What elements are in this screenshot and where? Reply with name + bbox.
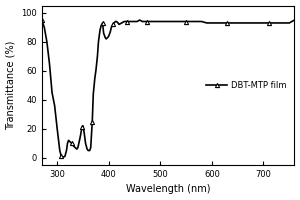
DBT-MTP film [292, 19, 296, 21]
DBT-MTP film [179, 20, 183, 23]
DBT-MTP film [101, 22, 104, 24]
Legend: DBT-MTP film: DBT-MTP film [203, 77, 290, 93]
DBT-MTP film [81, 125, 85, 127]
DBT-MTP film [128, 20, 131, 23]
Line: DBT-MTP film: DBT-MTP film [40, 18, 296, 160]
Y-axis label: Transmittance (%): Transmittance (%) [6, 41, 16, 130]
DBT-MTP film [97, 41, 100, 43]
DBT-MTP film [40, 19, 44, 21]
DBT-MTP film [61, 157, 64, 159]
X-axis label: Wavelength (nm): Wavelength (nm) [126, 184, 210, 194]
DBT-MTP film [71, 144, 74, 146]
